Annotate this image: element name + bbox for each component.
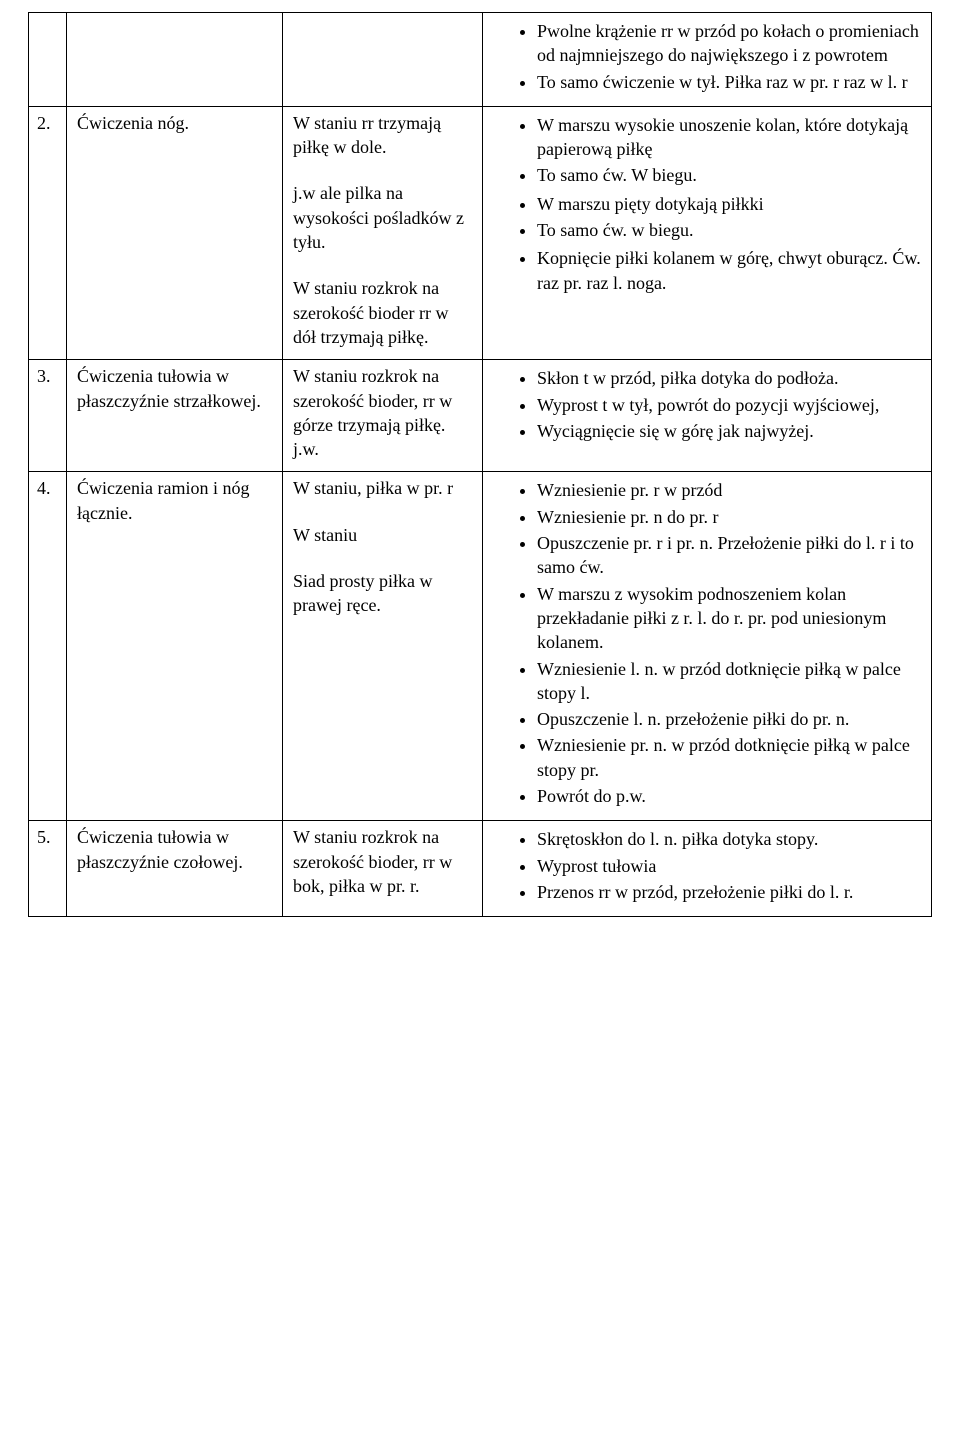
exercise-title <box>67 13 283 107</box>
bullet-list: Skłon t w przód, piłka dotyka do podłoża… <box>489 366 923 445</box>
execution: Wzniesienie pr. r w przódWzniesienie pr.… <box>483 472 932 821</box>
bullet-item: Pwolne krążenie rr w przód po kołach o p… <box>537 19 923 70</box>
position-block: Siad prosty piłka w prawej ręce. <box>293 569 474 618</box>
starting-position: W staniu rozkrok na szerokość bioder, rr… <box>283 821 483 917</box>
table-row: 5.Ćwiczenia tułowia w płaszczyźnie czoło… <box>29 821 932 917</box>
bullet-list: W marszu wysokie unoszenie kolan, które … <box>489 113 923 190</box>
bullet-item: Wyciągnięcie się w górę jak najwyżej. <box>537 419 923 445</box>
position-block: W staniu rozkrok na szerokość bioder, rr… <box>293 825 474 898</box>
bullet-item: Wyprost tułowia <box>537 854 923 880</box>
document-page: Pwolne krążenie rr w przód po kołach o p… <box>0 0 960 945</box>
row-number: 4. <box>29 472 67 821</box>
execution: Skrętoskłon do l. n. piłka dotyka stopy.… <box>483 821 932 917</box>
position-block: j.w ale pilka na wysokości pośladków z t… <box>293 181 474 254</box>
bullet-item: W marszu pięty dotykają piłkki <box>537 192 923 218</box>
bullet-list: Wzniesienie pr. r w przódWzniesienie pr.… <box>489 478 923 810</box>
bullet-list: Skrętoskłon do l. n. piłka dotyka stopy.… <box>489 827 923 906</box>
table-row: 4.Ćwiczenia ramion i nóg łącznie.W stani… <box>29 472 932 821</box>
exercise-table: Pwolne krążenie rr w przód po kołach o p… <box>28 12 932 917</box>
bullet-list: W marszu pięty dotykają piłkkiTo samo ćw… <box>489 192 923 245</box>
exercise-title: Ćwiczenia nóg. <box>67 106 283 359</box>
starting-position: W staniu rozkrok na szerokość bioder, rr… <box>283 360 483 472</box>
bullet-item: Powrót do p.w. <box>537 784 923 810</box>
starting-position: W staniu, piłka w pr. r W staniu Siad pros… <box>283 472 483 821</box>
bullet-item: Skłon t w przód, piłka dotyka do podłoża… <box>537 366 923 392</box>
table-row: 3.Ćwiczenia tułowia w płaszczyźnie strza… <box>29 360 932 472</box>
bullet-item: Wzniesienie pr. r w przód <box>537 478 923 504</box>
row-number <box>29 13 67 107</box>
bullet-item: W marszu wysokie unoszenie kolan, które … <box>537 113 923 164</box>
starting-position: W staniu rr trzymają piłkę w dole. j.w al… <box>283 106 483 359</box>
row-number: 5. <box>29 821 67 917</box>
bullet-item: Kopnięcie piłki kolanem w górę, chwyt ob… <box>537 246 923 297</box>
bullet-item: To samo ćw. W biegu. <box>537 163 923 189</box>
row-number: 3. <box>29 360 67 472</box>
execution: Skłon t w przód, piłka dotyka do podłoża… <box>483 360 932 472</box>
bullet-item: To samo ćw. w biegu. <box>537 218 923 244</box>
bullet-item: Wyprost t w tył, powrót do pozycji wyjśc… <box>537 393 923 419</box>
table-row: Pwolne krążenie rr w przód po kołach o p… <box>29 13 932 107</box>
bullet-item: Opuszczenie l. n. przełożenie piłki do p… <box>537 707 923 733</box>
bullet-item: Wzniesienie pr. n. w przód dotknięcie pi… <box>537 733 923 784</box>
bullet-list: Pwolne krążenie rr w przód po kołach o p… <box>489 19 923 96</box>
bullet-item: Opuszczenie pr. r i pr. n. Przełożenie p… <box>537 531 923 582</box>
bullet-item: W marszu z wysokim podnoszeniem kolan pr… <box>537 582 923 657</box>
exercise-title: Ćwiczenia tułowia w płaszczyźnie strzałk… <box>67 360 283 472</box>
bullet-item: Skrętoskłon do l. n. piłka dotyka stopy. <box>537 827 923 853</box>
execution: W marszu wysokie unoszenie kolan, które … <box>483 106 932 359</box>
starting-position <box>283 13 483 107</box>
execution: Pwolne krążenie rr w przód po kołach o p… <box>483 13 932 107</box>
bullet-list: Kopnięcie piłki kolanem w górę, chwyt ob… <box>489 246 923 297</box>
position-block: W staniu rozkrok na szerokość bioder, rr… <box>293 364 474 461</box>
bullet-item: Wzniesienie pr. n do pr. r <box>537 505 923 531</box>
bullet-item: Przenos rr w przód, przełożenie piłki do… <box>537 880 923 906</box>
position-block: W staniu rr trzymają piłkę w dole. <box>293 111 474 160</box>
position-block: W staniu <box>293 523 474 547</box>
position-block: W staniu rozkrok na szerokość bioder rr … <box>293 276 474 349</box>
exercise-title: Ćwiczenia tułowia w płaszczyźnie czołowe… <box>67 821 283 917</box>
exercise-title: Ćwiczenia ramion i nóg łącznie. <box>67 472 283 821</box>
bullet-item: To samo ćwiczenie w tył. Piłka raz w pr.… <box>537 70 923 96</box>
table-row: 2.Ćwiczenia nóg.W staniu rr trzymają pił… <box>29 106 932 359</box>
row-number: 2. <box>29 106 67 359</box>
bullet-item: Wzniesienie l. n. w przód dotknięcie pił… <box>537 657 923 708</box>
position-block: W staniu, piłka w pr. r <box>293 476 474 500</box>
